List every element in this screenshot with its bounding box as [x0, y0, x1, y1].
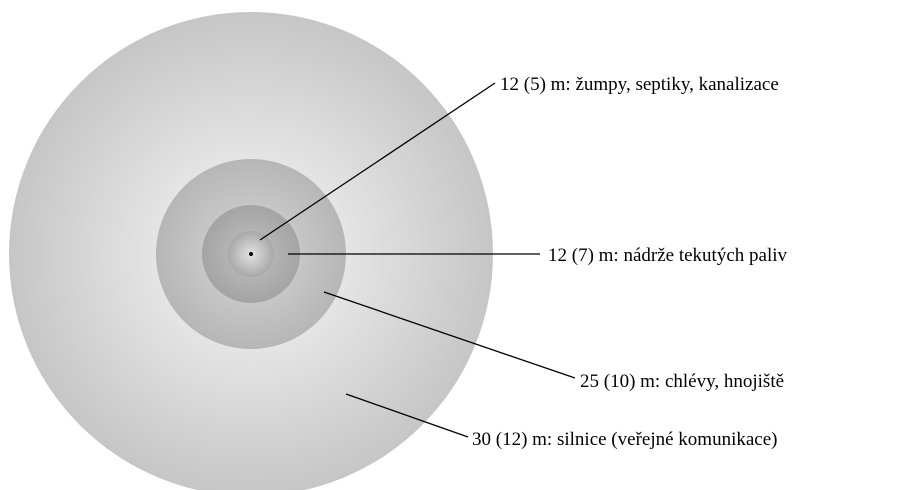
leader-line-stable — [323, 291, 576, 379]
label-fuel: 12 (7) m: nádrže tekutých paliv — [548, 245, 788, 266]
label-stable: 25 (10) m: chlévy, hnojiště — [580, 371, 784, 392]
leader-line-road — [345, 393, 469, 438]
leader-line-septic — [259, 82, 496, 241]
label-septic: 12 (5) m: žumpy, septiky, kanalizace — [500, 74, 779, 95]
label-road: 30 (12) m: silnice (veřejné komunikace) — [472, 429, 777, 450]
center-point — [249, 252, 253, 256]
